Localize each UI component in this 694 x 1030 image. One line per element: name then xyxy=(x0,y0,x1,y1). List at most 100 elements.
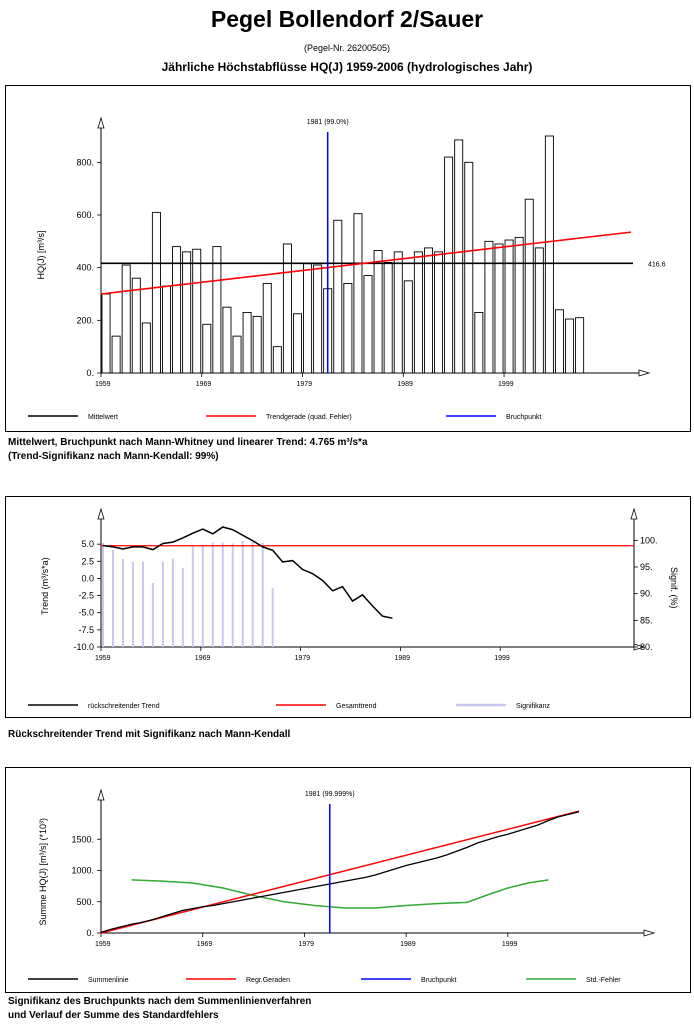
bar xyxy=(272,346,282,374)
c2-y-tick-label: 2.5 xyxy=(81,556,94,566)
legend-label: Regr.Geraden xyxy=(246,977,290,984)
bar xyxy=(444,156,454,374)
c2-x-tick-label: 1979 xyxy=(295,655,311,662)
bar xyxy=(172,246,182,374)
mean-label: 416.6 xyxy=(648,261,666,268)
c1-y-tick-label: 800. xyxy=(76,157,94,167)
c2-y2-tick-label: 100. xyxy=(640,535,658,545)
c1-x-axis-arrow xyxy=(638,369,651,377)
bar xyxy=(232,335,242,374)
bar xyxy=(565,318,575,374)
c1-y-tick-label: 0. xyxy=(86,368,94,378)
bar xyxy=(413,251,423,374)
panel-backward-trend: 1959 1969 1979 1989 1999 5.0 2.5 0.0 -2.5 -5.0 -7.… xyxy=(5,496,691,718)
c3-y-tick-label: 500. xyxy=(76,897,94,907)
backward-trend-chart: 1959 1969 1979 1989 1999 5.0 2.5 0.0 -2.5 -5.0 -7.… xyxy=(28,507,679,710)
legend-label: Gesamttrend xyxy=(336,703,377,710)
c1-y-tick-label: 200. xyxy=(76,315,94,325)
bar xyxy=(222,306,232,374)
caption-1-line-2: (Trend-Signifikanz nach Mann-Kendall: 99… xyxy=(8,451,219,462)
c2-y-tick-label: -5.0 xyxy=(78,608,94,618)
c1-x-tick-label: 1969 xyxy=(196,381,212,388)
bar xyxy=(534,247,544,374)
caption-2: Rückschreitender Trend mit Signifikanz n… xyxy=(8,728,290,742)
c3-x-tick-label: 1999 xyxy=(502,941,518,948)
c2-y2-axis-arrow xyxy=(630,507,638,520)
legend-label: Summenlinie xyxy=(88,977,129,984)
c3-x-tick-label: 1989 xyxy=(400,941,416,948)
bar xyxy=(262,283,272,374)
bar xyxy=(464,161,474,374)
c2-x-tick-label: 1999 xyxy=(494,655,510,662)
legend-label: Bruchpunkt xyxy=(421,977,456,984)
bar xyxy=(313,264,323,374)
c2-x-tick-label: 1959 xyxy=(95,655,111,662)
breakpoint-label: 1981 (99.0%) xyxy=(307,119,349,126)
gauge-number: (Pegel-Nr. 26200505) xyxy=(303,43,391,53)
cumsum-line xyxy=(100,811,580,933)
c1-x-tick-label: 1999 xyxy=(498,381,514,388)
bar xyxy=(514,236,524,374)
c2-y2-tick-label: 85. xyxy=(640,615,653,625)
c2-y2-tick-label: 90. xyxy=(640,589,653,599)
c2-y2-axis-label: Signif. (%) xyxy=(669,567,679,609)
caption-2-line-1: Rückschreitender Trend mit Signifikanz n… xyxy=(8,729,291,740)
legend-label: Signifikanz xyxy=(516,703,550,710)
c2-y-axis-arrow xyxy=(97,507,105,520)
bar xyxy=(252,315,262,374)
c1-y-tick-label: 400. xyxy=(76,263,94,273)
bar xyxy=(202,323,212,374)
c2-y-tick-label: 5.0 xyxy=(81,539,94,549)
bar xyxy=(373,250,383,374)
c2-y2-tick-label: 95. xyxy=(640,562,653,572)
c1-x-tick-label: 1979 xyxy=(297,381,313,388)
bar xyxy=(393,251,403,374)
bar xyxy=(403,280,413,374)
caption-3-line-2: und Verlauf der Summe des Standardfehler… xyxy=(8,1010,219,1021)
bar xyxy=(524,198,534,374)
bar xyxy=(151,211,161,374)
bar xyxy=(101,293,111,374)
bar xyxy=(554,309,564,374)
c3-x-tick-label: 1969 xyxy=(197,941,213,948)
bar xyxy=(192,248,202,374)
page-title: Pegel Bollendorf 2/Sauer xyxy=(210,6,484,32)
c1-x-tick-label: 1959 xyxy=(95,381,111,388)
chart-heading: Jährliche Höchstabflüsse HQ(J) 1959-2006… xyxy=(161,60,533,74)
bar xyxy=(182,251,192,374)
c1-y-tick-label: 600. xyxy=(76,210,94,220)
legend-label: Trendgerade (quad. Fehler) xyxy=(266,414,352,421)
bar xyxy=(303,263,313,374)
breakpoint-label: 1981 (99.999%) xyxy=(305,791,355,798)
bar xyxy=(423,247,433,374)
bar xyxy=(162,285,171,374)
legend-label: Mittelwert xyxy=(88,414,118,421)
c2-y2-tick-label: 80. xyxy=(640,642,653,652)
c2-y-axis-label: Trend (m³/s*a) xyxy=(40,557,50,615)
caption-1-line-1: Mittelwert, Bruchpunkt nach Mann-Whitney… xyxy=(8,437,368,448)
bar xyxy=(333,219,343,374)
caption-3-line-1: Signifikanz des Bruchpunkts nach dem Sum… xyxy=(8,996,312,1007)
bar xyxy=(242,311,252,374)
bar xyxy=(353,213,363,374)
c2-y-tick-label: 0.0 xyxy=(81,573,94,583)
c2-x-tick-label: 1989 xyxy=(394,655,410,662)
panel-cumulative-sum: 1959 1969 1979 1989 1999 0. 500. 1000. 1500. Summ… xyxy=(5,767,691,993)
bar xyxy=(454,139,464,374)
cumulative-sum-chart: 1959 1969 1979 1989 1999 0. 500. 1000. 1500. Summ… xyxy=(28,788,656,984)
bar xyxy=(504,239,514,374)
c2-y-tick-label: -7.5 xyxy=(78,625,94,635)
bar xyxy=(494,243,504,374)
legend-label: Bruchpunkt xyxy=(506,414,541,421)
trend-line xyxy=(100,231,632,295)
bar xyxy=(131,277,141,374)
c3-x-tick-label: 1959 xyxy=(95,941,111,948)
bar xyxy=(343,283,353,374)
c3-y-tick-label: 0. xyxy=(86,928,94,938)
c1-x-tick-label: 1989 xyxy=(397,381,413,388)
bar xyxy=(212,246,222,374)
c3-x-tick-label: 1979 xyxy=(298,941,314,948)
c3-y-axis-arrow xyxy=(97,788,105,801)
std-error-line xyxy=(131,879,549,909)
bar xyxy=(484,240,494,374)
